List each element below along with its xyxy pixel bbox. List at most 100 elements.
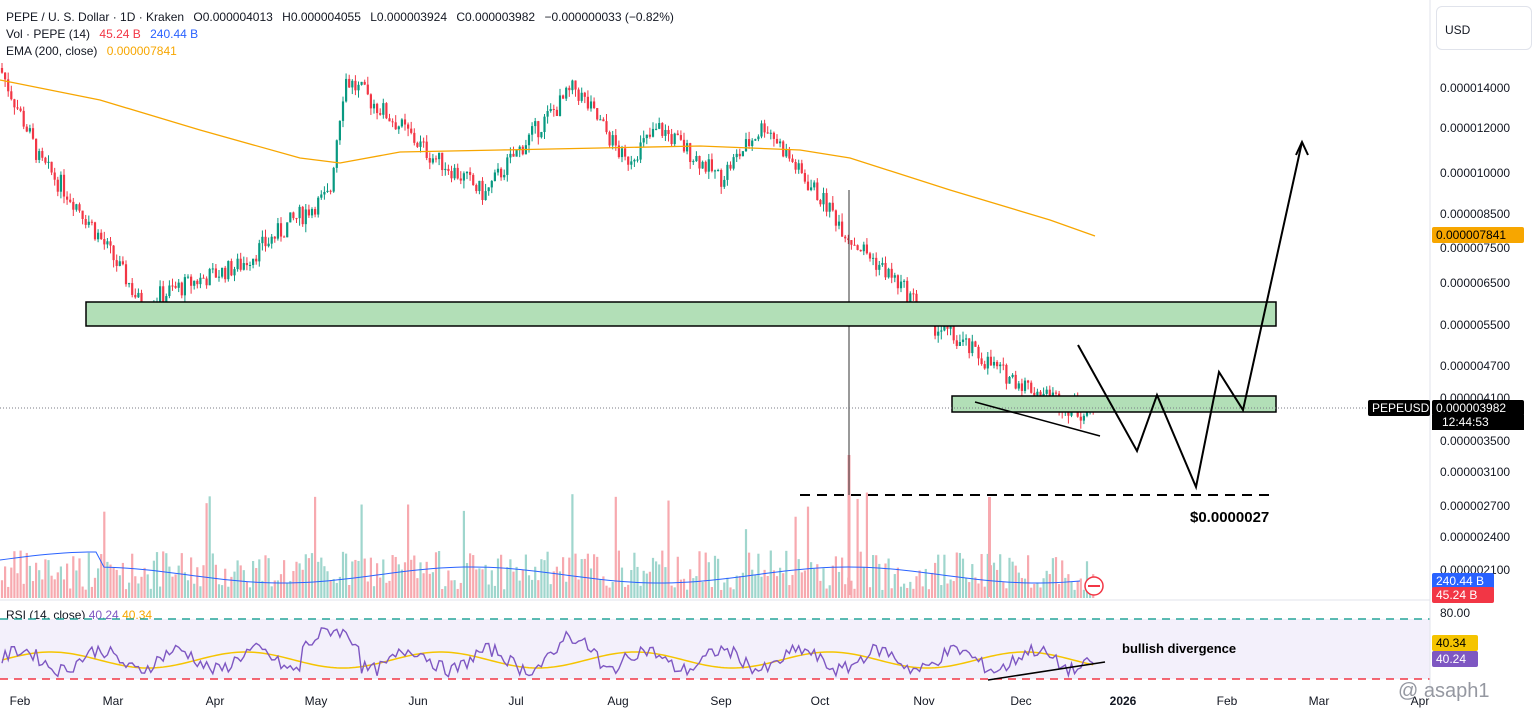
- candle-body: [338, 120, 341, 141]
- volume-bar: [1067, 574, 1070, 598]
- volume-bar: [465, 563, 469, 598]
- candle-body: [1027, 380, 1030, 383]
- volume-bar: [444, 586, 447, 598]
- candle-body: [165, 296, 168, 302]
- volume-bar: [965, 578, 968, 598]
- candle-body: [35, 138, 38, 160]
- candle-body: [413, 132, 416, 143]
- volume-bar: [224, 568, 227, 598]
- candle-body: [692, 161, 695, 163]
- volume-bar: [273, 580, 276, 598]
- volume-bar: [797, 559, 800, 598]
- time-tick-label: Sep: [710, 694, 732, 708]
- time-tick-label: Nov: [913, 694, 934, 708]
- volume-bar: [552, 571, 555, 598]
- candle-body: [949, 326, 952, 329]
- candle-body: [369, 94, 372, 109]
- candle-body: [97, 232, 100, 240]
- volume-bar: [38, 570, 41, 598]
- volume-bar: [980, 554, 983, 598]
- volume-bar: [115, 569, 118, 598]
- volume-bar: [661, 550, 664, 598]
- volume-bar: [261, 580, 264, 598]
- bullish-divergence-label: bullish divergence: [1122, 641, 1236, 656]
- price-tick-label: 0.000010000: [1440, 166, 1510, 180]
- currency-selector[interactable]: USD: [1436, 6, 1532, 50]
- time-tick-label: Aug: [607, 694, 628, 708]
- candle-body: [856, 245, 859, 250]
- volume-bar: [78, 558, 81, 598]
- volume-spike: [988, 497, 991, 597]
- candle-body: [72, 201, 75, 210]
- volume-bar: [382, 559, 385, 598]
- volume-bar: [934, 562, 937, 598]
- candle-body: [893, 275, 896, 278]
- volume-bar: [844, 584, 847, 598]
- volume-bar: [338, 576, 341, 598]
- candle-body: [112, 245, 115, 261]
- candle-body: [276, 223, 279, 239]
- volume-bar: [388, 580, 391, 598]
- candle-body: [602, 119, 605, 122]
- volume-bar: [546, 551, 549, 598]
- volume-bar: [524, 554, 527, 598]
- price-tick-label: 0.000006500: [1440, 276, 1510, 290]
- candle-body: [673, 133, 676, 145]
- candle-body: [431, 158, 434, 163]
- volume-bar: [304, 554, 307, 598]
- volume-bar: [84, 589, 87, 598]
- candle-body: [286, 222, 289, 238]
- chart-legend-volume[interactable]: Vol · PEPE (14) 45.24 B 240.44 B: [6, 27, 204, 41]
- volume-bar: [1070, 581, 1073, 598]
- candle-body: [190, 276, 193, 286]
- candle-body: [227, 261, 230, 280]
- volume-bar: [726, 577, 729, 598]
- countdown-bg: [1432, 415, 1524, 430]
- candle-body: [1054, 392, 1058, 394]
- candle-body: [22, 110, 25, 127]
- volume-bar: [351, 561, 354, 598]
- candle-body: [208, 269, 211, 286]
- volume-bar: [596, 556, 599, 598]
- candle-body: [360, 81, 363, 85]
- volume-bar: [822, 568, 825, 598]
- volume-bar: [490, 570, 493, 598]
- volume-bar: [757, 553, 760, 598]
- chart-legend-ema[interactable]: EMA (200, close) 0.000007841: [6, 44, 183, 58]
- volume-bar: [146, 574, 149, 598]
- volume-bar: [571, 494, 574, 598]
- volume-bar: [211, 553, 214, 598]
- volume-bar: [949, 579, 952, 598]
- volume-bar: [1079, 578, 1082, 598]
- candle-body: [878, 264, 881, 270]
- volume-bar: [961, 558, 965, 598]
- volume-bar: [1005, 588, 1008, 598]
- candle-body: [422, 141, 425, 143]
- candle-body: [472, 174, 475, 186]
- volume-bar: [992, 562, 996, 598]
- candle-body: [868, 253, 872, 259]
- volume-bar: [903, 583, 906, 598]
- volume-tag-2: 45.24 B: [1432, 587, 1494, 603]
- volume-bar: [162, 551, 165, 598]
- candle-body: [447, 168, 450, 171]
- candle-body: [881, 262, 884, 265]
- candle-body: [980, 358, 983, 365]
- candle-body: [298, 206, 301, 219]
- volume-bar: [974, 577, 977, 598]
- candle-body: [490, 180, 493, 188]
- candle-body: [1045, 389, 1048, 394]
- symbol-title[interactable]: PEPE / U. S. Dollar · 1D · Kraken: [6, 10, 185, 24]
- volume-bar: [171, 576, 174, 598]
- volume-bar: [744, 529, 748, 598]
- volume-bar: [475, 569, 478, 598]
- candle-body: [425, 141, 428, 159]
- candle-body: [766, 132, 769, 134]
- candle-body: [345, 78, 348, 102]
- candle-body: [444, 168, 447, 171]
- volume-bar: [168, 566, 171, 598]
- candle-body: [475, 185, 478, 192]
- volume-bar: [81, 586, 84, 598]
- candle-body: [810, 187, 813, 191]
